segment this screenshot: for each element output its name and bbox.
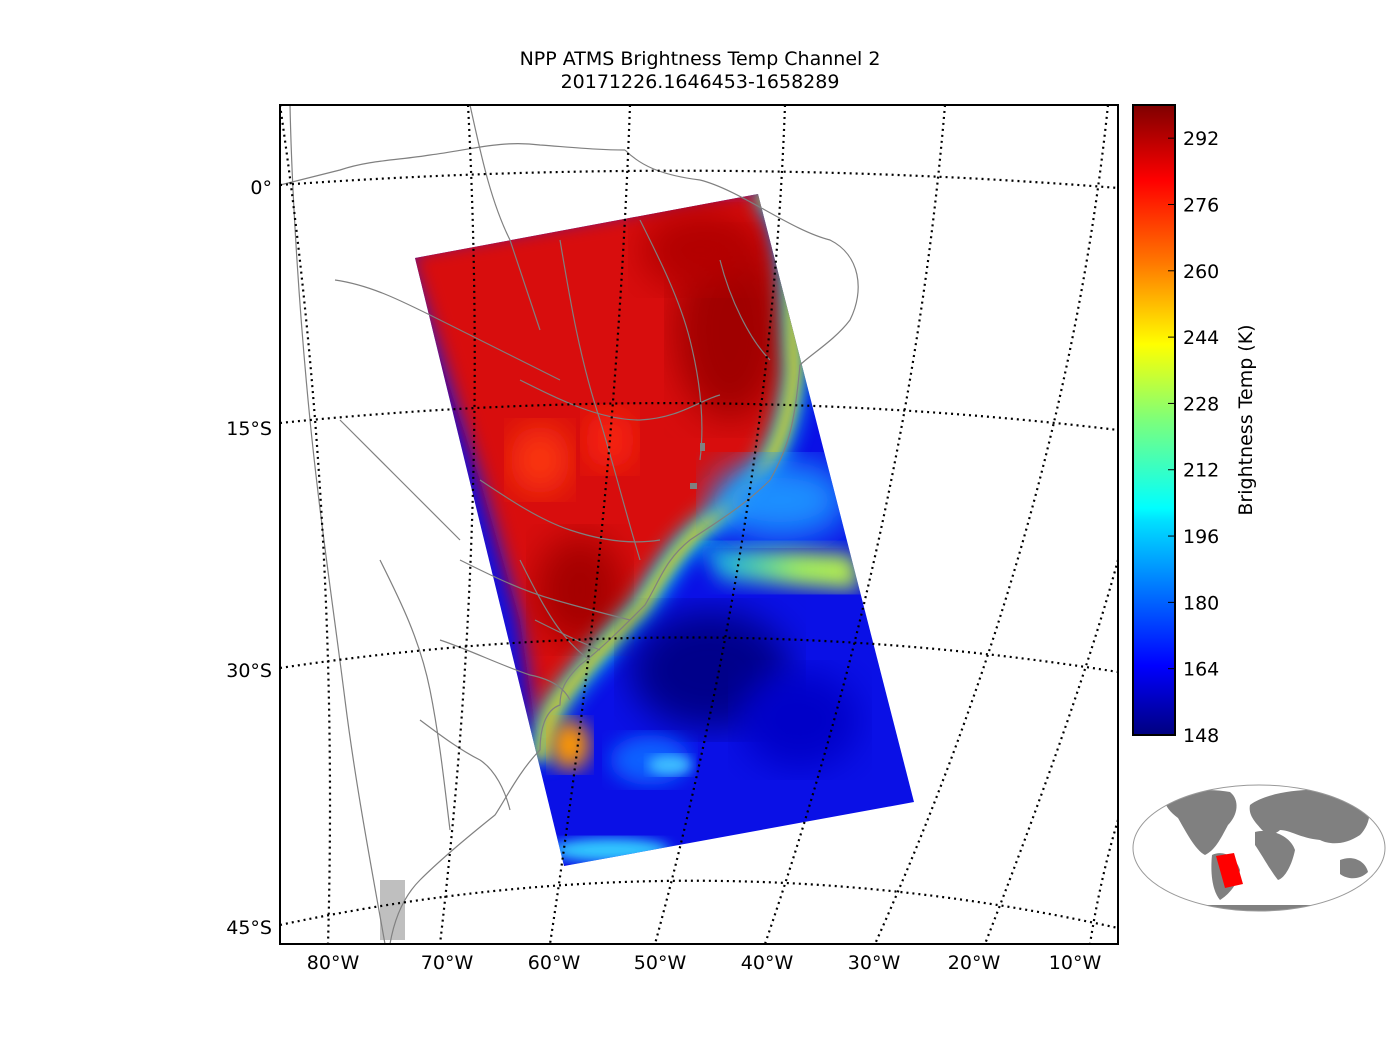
meridian-40w xyxy=(763,105,947,944)
lon-label: 60°W xyxy=(528,952,581,974)
lat-label: 45°S xyxy=(226,917,272,939)
colorbar: 292 276 260 244 228 212 196 180 164 148 Brightnes… xyxy=(1132,104,1257,747)
colorbar-tick-label: 196 xyxy=(1183,526,1219,548)
colorbar-tick-label: 212 xyxy=(1183,460,1219,482)
lon-label: 80°W xyxy=(307,952,360,974)
lat-label: 30°S xyxy=(226,660,272,682)
meridian-80w xyxy=(280,105,332,944)
colorbar-tick-label: 260 xyxy=(1183,261,1219,283)
meridian-20w xyxy=(983,559,1118,944)
colorbar-tick-label: 228 xyxy=(1183,393,1219,415)
lon-label: 50°W xyxy=(634,952,687,974)
lon-label: 70°W xyxy=(421,952,474,974)
parallel-30s xyxy=(280,636,1118,674)
parallel-15s xyxy=(280,402,1118,432)
meridian-50w xyxy=(653,105,787,944)
parallel-0 xyxy=(280,169,1118,190)
colorbar-label: Brightness Temp (K) xyxy=(1235,324,1257,515)
colorbar-tick-label: 148 xyxy=(1183,725,1219,747)
title-line-1: NPP ATMS Brightness Temp Channel 2 xyxy=(519,48,881,70)
lon-label: 20°W xyxy=(948,952,1001,974)
inset-globe xyxy=(1132,784,1386,912)
parallel-45s xyxy=(280,879,1118,930)
colorbar-tick-label: 276 xyxy=(1183,194,1219,216)
inland-features xyxy=(380,443,705,940)
lat-labels: 0° 15°S 30°S 45°S xyxy=(226,177,272,939)
meridian-30w xyxy=(873,105,1110,944)
map-title: NPP ATMS Brightness Temp Channel 2 20171… xyxy=(280,48,1120,94)
colorbar-tick-label: 164 xyxy=(1183,659,1219,681)
lon-label: 30°W xyxy=(848,952,901,974)
lon-label: 10°W xyxy=(1049,952,1102,974)
lat-label: 15°S xyxy=(226,418,272,440)
lon-label: 40°W xyxy=(741,952,794,974)
colorbar-tick-label: 244 xyxy=(1183,327,1219,349)
title-line-2: 20171226.1646453-1658289 xyxy=(560,71,840,93)
land-outlines xyxy=(280,105,859,944)
colorbar-tick-label: 292 xyxy=(1183,128,1219,150)
graticule xyxy=(280,105,1118,944)
colorbar-tick-label: 180 xyxy=(1183,592,1219,614)
colorbar-ticks: 292 276 260 244 228 212 196 180 164 148 xyxy=(1168,128,1219,747)
meridian-70w xyxy=(438,105,476,944)
meridian-60w xyxy=(548,105,632,944)
inset-outline xyxy=(1132,784,1386,912)
map-frame xyxy=(279,104,1119,945)
lon-labels: 80°W 70°W 60°W 50°W 40°W 30°W 20°W 10°W xyxy=(307,952,1102,974)
colorbar-ramp xyxy=(1132,104,1176,736)
inset-swath xyxy=(1216,853,1243,888)
lat-label: 0° xyxy=(250,177,272,199)
